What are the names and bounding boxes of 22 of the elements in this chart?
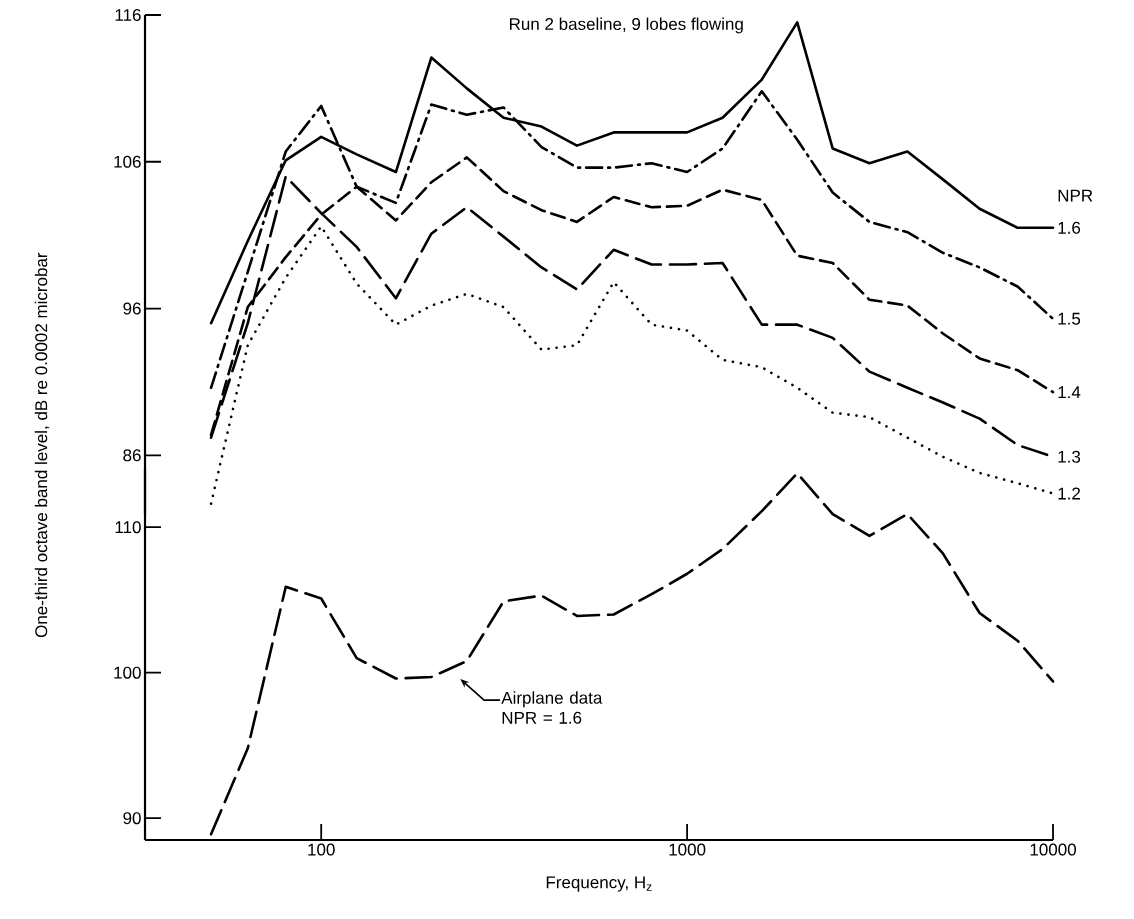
legend-title: NPR xyxy=(1058,189,1093,202)
series-label: 1.5 xyxy=(1058,312,1081,325)
y-tick-label: 90 xyxy=(123,812,141,825)
y-axis-title: One-third octave band level, dB re 0.0002 microbar xyxy=(34,252,50,638)
x-tick-label: 100 xyxy=(308,843,335,856)
series-label: 1.6 xyxy=(1058,221,1081,234)
line-series xyxy=(209,472,1055,836)
x-tick-label: 10000 xyxy=(1030,843,1076,856)
line-series xyxy=(209,225,1055,506)
y-tick-label: 86 xyxy=(123,449,141,462)
y-tick-label: 116 xyxy=(115,8,141,22)
series-label: 1.3 xyxy=(1058,450,1081,463)
y-tick-label: 106 xyxy=(114,155,141,168)
y-tick-label: 110 xyxy=(115,521,141,534)
y-tick-label: 96 xyxy=(123,302,141,315)
chart-title: Run 2 baseline, 9 lobes flowing xyxy=(509,17,743,34)
series-label: 1.2 xyxy=(1058,487,1080,500)
x-tick-label: 1000 xyxy=(669,843,706,856)
x-axis-title: Frequency, H$_{z}$ xyxy=(546,876,652,892)
annotation: Airplane data NPR = 1.6 xyxy=(501,691,603,724)
y-tick-label: 100 xyxy=(114,666,141,679)
series-label: 1.4 xyxy=(1058,386,1081,399)
